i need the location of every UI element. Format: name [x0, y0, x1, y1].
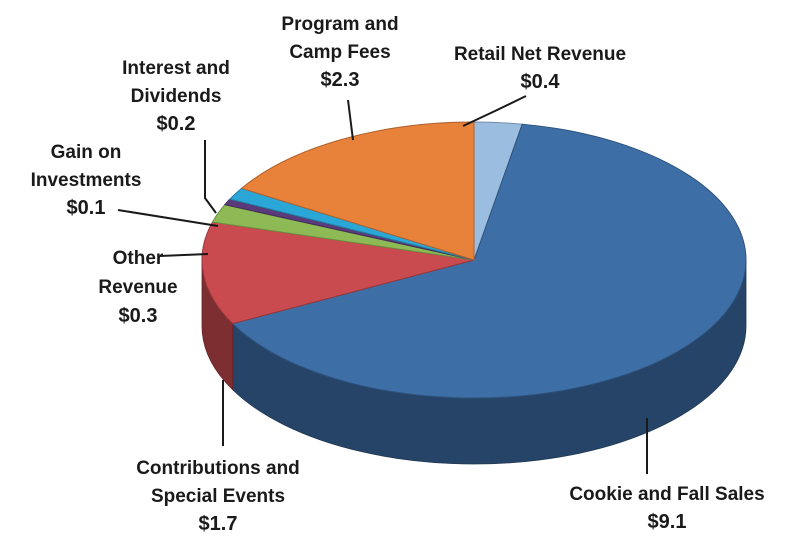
leader-line-gain-on-investments	[117, 209, 219, 227]
label-program-and-camp-fees: Program and Camp Fees $2.3	[281, 14, 399, 141]
leader-line-interest-and-dividends	[204, 140, 217, 214]
label-interest-and-dividends: Interest and Dividends $0.2	[122, 58, 230, 214]
label-retail-net-revenue-name-line-1: Retail Net Revenue	[454, 44, 626, 65]
label-gain-on-investments-value: $0.1	[67, 197, 106, 219]
label-other-revenue-value: $0.3	[119, 305, 158, 327]
label-retail-net-revenue-value: $0.4	[521, 71, 561, 93]
pie-labels: Retail Net Revenue $0.4 Cookie and Fall Sa…	[31, 14, 765, 535]
label-contributions-and-special-events-name-line-2: Special Events	[151, 486, 285, 507]
label-program-and-camp-fees-name-line-2: Camp Fees	[289, 42, 390, 63]
label-other-revenue-name-line-1: Other	[113, 248, 164, 269]
leader-line-program-and-camp-fees	[347, 99, 354, 141]
label-interest-and-dividends-name-line-1: Interest and	[122, 58, 230, 79]
label-cookie-and-fall-sales-value: $9.1	[648, 511, 687, 533]
label-retail-net-revenue: Retail Net Revenue $0.4	[454, 44, 626, 127]
label-contributions-and-special-events: Contributions and Special Events $1.7	[136, 380, 300, 535]
label-contributions-and-special-events-name-line-1: Contributions and	[136, 458, 300, 479]
label-contributions-and-special-events-value: $1.7	[199, 513, 238, 535]
label-program-and-camp-fees-value: $2.3	[321, 69, 360, 91]
label-gain-on-investments-name-line-2: Investments	[31, 170, 142, 191]
pie-slice-program-and-camp-fees	[240, 121, 475, 261]
pie-slice-contributions-and-special-events	[201, 221, 475, 325]
label-interest-and-dividends-name-line-2: Dividends	[131, 86, 222, 107]
label-other-revenue-name-line-2: Revenue	[98, 277, 177, 298]
label-interest-and-dividends-value: $0.2	[157, 113, 196, 135]
label-program-and-camp-fees-name-line-1: Program and	[281, 14, 398, 35]
leader-line-retail-net-revenue	[462, 95, 527, 127]
leader-line-other-revenue	[159, 253, 209, 257]
label-other-revenue: Other Revenue $0.3	[98, 248, 209, 327]
pie-slice-cookie-and-fall-sales	[231, 123, 747, 399]
label-gain-on-investments-name-line-1: Gain on	[51, 142, 122, 163]
label-cookie-and-fall-sales-name-line-1: Cookie and Fall Sales	[569, 484, 764, 505]
label-gain-on-investments: Gain on Investments $0.1	[31, 142, 219, 227]
label-cookie-and-fall-sales: Cookie and Fall Sales $9.1	[569, 418, 765, 533]
pie-slices	[201, 121, 747, 399]
